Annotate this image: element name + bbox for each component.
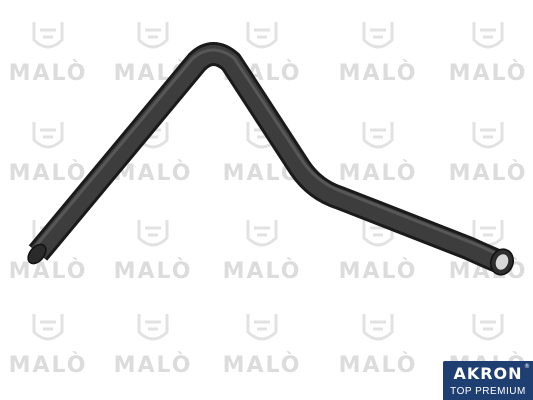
badge-registered-mark: ® [524, 363, 530, 370]
watermark-logo: MALÒ [223, 314, 302, 378]
badge-brand-name: AKRON [453, 364, 523, 383]
watermark-text: MALÒ [114, 352, 193, 378]
hose [27, 42, 515, 276]
watermark-text: MALÒ [339, 352, 418, 378]
watermark-logo: MALÒ [339, 22, 418, 86]
watermark-logo: MALÒ [449, 22, 528, 86]
watermark-logo: MALÒ [223, 220, 302, 284]
watermark-logo: MALÒ [449, 122, 528, 186]
watermark-text: MALÒ [339, 258, 418, 284]
watermark-logo: MALÒ [9, 220, 88, 284]
watermark-text: MALÒ [9, 160, 88, 186]
watermark-logo: MALÒ [114, 314, 193, 378]
watermark-logo: MALÒ [9, 122, 88, 186]
watermark-text: MALÒ [449, 60, 528, 86]
watermark-text: MALÒ [114, 258, 193, 284]
watermark-logo: MALÒ [9, 314, 88, 378]
watermark-logo: MALÒ [223, 122, 299, 186]
watermark-text: MALÒ [9, 258, 88, 284]
watermark-logo: MALÒ [339, 220, 418, 284]
watermark-text: MALÒ [339, 160, 418, 186]
watermark-text: MALÒ [223, 352, 302, 378]
watermark-logo: MALÒ [339, 314, 418, 378]
watermark-text: MALÒ [9, 352, 88, 378]
watermark-logo: MALÒ [9, 22, 88, 86]
hose-end-left [27, 243, 47, 265]
akron-badge: AKRON ® TOP PREMIUM [443, 361, 533, 400]
badge-subtitle: TOP PREMIUM [450, 386, 526, 397]
watermark-text: MALÒ [223, 258, 302, 284]
watermark-text: MALÒ [449, 160, 528, 186]
watermark-logo: MALÒ [114, 220, 193, 284]
watermark-logo: MALÒ [339, 122, 418, 186]
watermark-text: MALÒ [339, 60, 418, 86]
watermark-text: MALÒ [9, 60, 88, 86]
